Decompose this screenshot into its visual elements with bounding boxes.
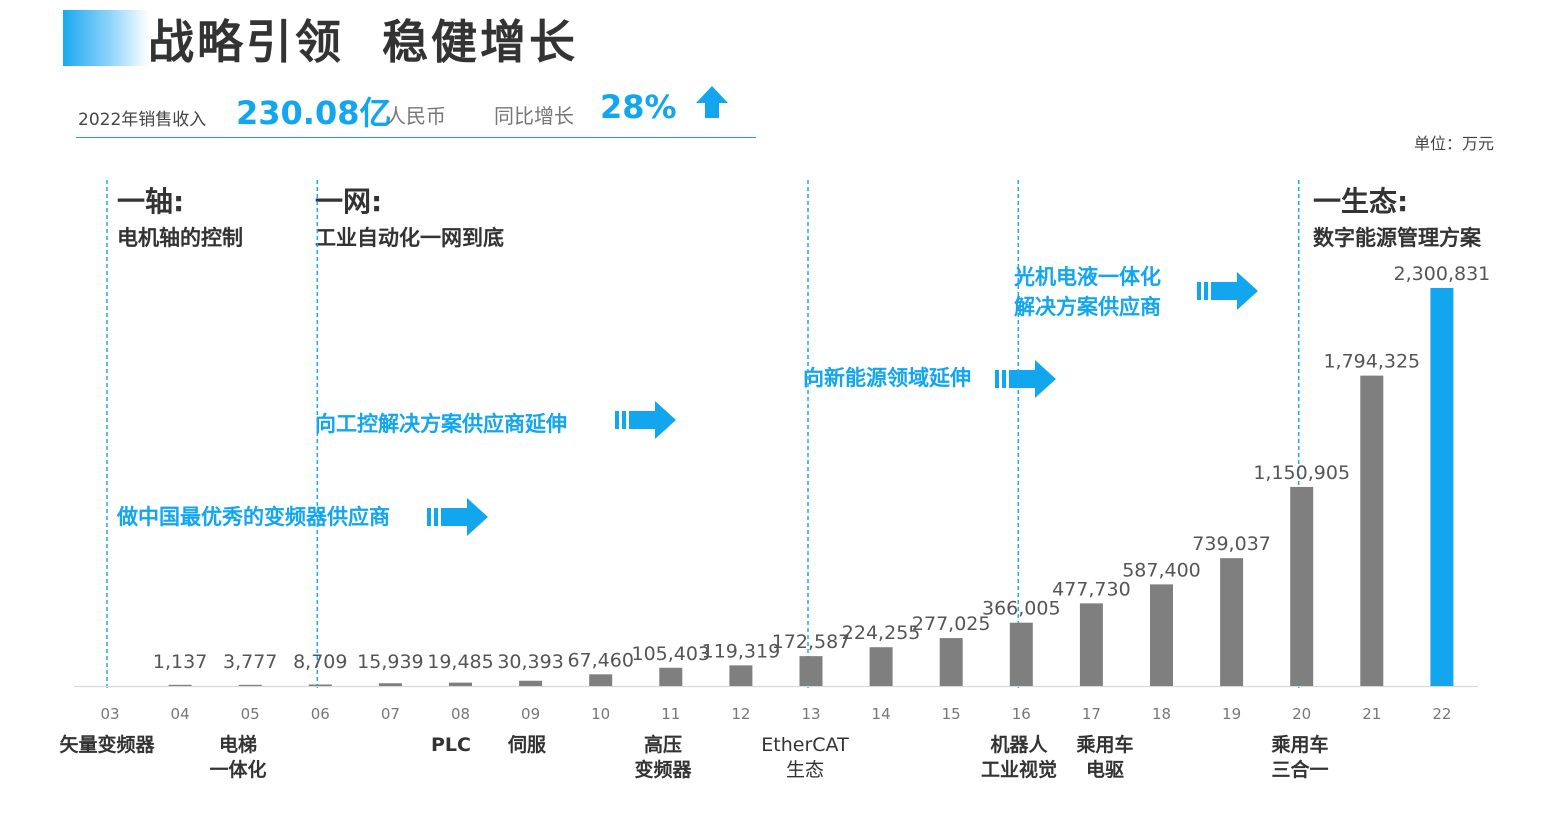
bar-13: [799, 656, 823, 686]
data-label-14: 224,255: [842, 622, 921, 644]
data-label-21: 1,794,325: [1323, 351, 1420, 373]
bar-10: [589, 674, 613, 686]
x-tick-label-13: 13: [801, 705, 820, 723]
bar-21: [1360, 375, 1384, 686]
bar-16: [1009, 622, 1033, 686]
milestone-label: 乘用车 电驱: [1076, 734, 1134, 781]
bar-17: [1079, 603, 1103, 686]
milestone-label: 伺服: [507, 734, 547, 756]
x-tick-label-08: 08: [451, 705, 470, 723]
x-tick-label-16: 16: [1012, 705, 1031, 723]
data-label-17: 477,730: [1052, 578, 1131, 600]
strategy-label-new-energy: 向新能源领域延伸: [803, 366, 971, 390]
data-label-20: 1,150,905: [1253, 462, 1350, 484]
data-label-06: 8,709: [293, 651, 347, 673]
stage-heading: 一网:: [315, 185, 383, 218]
bar-11: [659, 667, 683, 686]
x-tick-label-19: 19: [1222, 705, 1241, 723]
x-tick-label-14: 14: [872, 705, 891, 723]
data-label-08: 19,485: [427, 651, 493, 673]
bar-08: [449, 682, 472, 686]
strategy-label-mechatronics: 光机电液一体化 解决方案供应商: [1014, 265, 1161, 319]
unit-label: 单位：万元: [1414, 134, 1495, 153]
milestone-label: 高压 变频器: [634, 734, 692, 781]
data-label-10: 67,460: [567, 649, 633, 671]
bar-18: [1150, 584, 1173, 686]
bar-06: [308, 684, 332, 686]
bar-04: [168, 684, 192, 686]
bar-20: [1290, 486, 1314, 686]
right-arrow-icon: [995, 360, 1056, 398]
x-tick-label-15: 15: [942, 705, 961, 723]
data-label-18: 587,400: [1122, 559, 1201, 581]
data-label-13: 172,587: [772, 631, 851, 653]
growth-label: 同比增长: [494, 104, 574, 128]
data-label-04: 1,137: [153, 651, 207, 673]
bar-15: [939, 638, 963, 686]
x-tick-label-21: 21: [1362, 705, 1381, 723]
stage-one-axis: 一轴: 电机轴的控制: [117, 180, 243, 252]
data-label-15: 277,025: [912, 613, 991, 635]
stage-heading: 一轴:: [117, 185, 185, 218]
strategy-label-control-solution: 向工控解决方案供应商延伸: [315, 412, 567, 436]
x-tick-label-20: 20: [1292, 705, 1311, 723]
data-label-09: 30,393: [497, 651, 563, 673]
x-tick-label-03: 03: [100, 705, 119, 723]
bar-14: [869, 647, 893, 686]
revenue-value: 230.08亿: [236, 94, 392, 132]
x-tick-label-10: 10: [591, 705, 610, 723]
revenue-unit: 人民币: [386, 104, 446, 128]
right-arrow-icon: [427, 498, 488, 536]
bar-12: [729, 665, 753, 686]
x-tick-label-17: 17: [1082, 705, 1101, 723]
x-tick-label-04: 04: [171, 705, 190, 723]
bar-22: [1430, 288, 1454, 686]
x-tick-label-22: 22: [1432, 705, 1451, 723]
data-label-19: 739,037: [1192, 533, 1271, 555]
x-tick-label-07: 07: [381, 705, 400, 723]
x-tick-label-06: 06: [311, 705, 330, 723]
x-tick-label-09: 09: [521, 705, 540, 723]
page-title: 战略引领 稳健增长: [148, 15, 579, 69]
data-label-16: 366,005: [982, 598, 1061, 620]
right-arrow-icon: [615, 401, 676, 439]
milestone-label: EtherCAT 生态: [761, 734, 849, 781]
milestone-label: 矢量变频器: [59, 734, 155, 756]
summary-underline: [76, 137, 756, 138]
stage-heading: 一生态:: [1313, 185, 1409, 218]
bar-09: [519, 680, 543, 686]
data-label-05: 3,777: [223, 651, 277, 673]
milestone-label: PLC: [431, 734, 471, 756]
x-tick-label-18: 18: [1152, 705, 1171, 723]
bar-05: [238, 684, 262, 686]
bar-07: [378, 683, 402, 686]
milestone-label: 电梯 一体化: [209, 734, 267, 781]
growth-up-arrow-icon: [696, 86, 728, 118]
title-accent-bar: [63, 10, 149, 66]
milestone-label: 乘用车 三合一: [1271, 734, 1329, 781]
x-tick-label-05: 05: [241, 705, 260, 723]
stage-subheading: 电机轴的控制: [117, 226, 243, 250]
stage-one-ecosystem: 一生态: 数字能源管理方案: [1313, 180, 1481, 252]
stage-subheading: 数字能源管理方案: [1313, 226, 1481, 250]
x-tick-label-12: 12: [731, 705, 750, 723]
stage-one-network: 一网: 工业自动化一网到底: [315, 180, 504, 252]
bar-19: [1220, 558, 1244, 686]
data-label-22: 2,300,831: [1394, 263, 1491, 285]
strategy-label-inverter: 做中国最优秀的变频器供应商: [117, 505, 390, 529]
stage-subheading: 工业自动化一网到底: [315, 226, 504, 250]
milestone-label: 机器人 工业视觉: [980, 734, 1058, 781]
revenue-summary: 2022年销售收入 230.08亿 人民币 同比增长 28%: [78, 84, 758, 132]
x-tick-label-11: 11: [661, 705, 680, 723]
data-label-07: 15,939: [357, 651, 423, 673]
right-arrow-icon: [1197, 272, 1258, 310]
growth-value: 28%: [600, 88, 677, 126]
revenue-label: 2022年销售收入: [78, 110, 207, 130]
data-label-11: 105,403: [632, 643, 711, 665]
data-label-12: 119,319: [702, 640, 781, 662]
